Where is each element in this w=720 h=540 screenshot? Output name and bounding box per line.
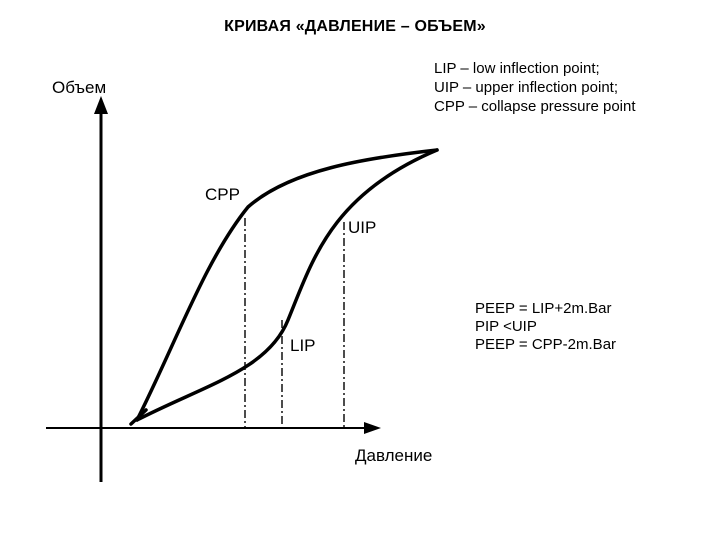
diagram-title: КРИВАЯ «ДАВЛЕНИЕ – ОБЪЕМ» <box>224 18 486 35</box>
legend: LIP – low inflection point; UIP – upper … <box>434 60 636 115</box>
x-axis <box>46 422 381 434</box>
legend-line-lip: LIP – low inflection point; <box>434 60 600 77</box>
deflation-curve <box>135 148 439 422</box>
y-axis-label: Объем <box>52 78 106 97</box>
legend-line-uip: UIP – upper inflection point; <box>434 79 618 96</box>
formulas: PEEP = LIP+2m.Bar PIP <UIP PEEP = CPP-2m… <box>475 300 616 353</box>
y-axis-arrow <box>94 96 108 114</box>
y-axis <box>94 96 108 482</box>
inflation-curve <box>135 148 439 422</box>
x-axis-arrow <box>364 422 381 434</box>
lip-label: LIP <box>290 336 316 355</box>
formula-pip-uip: PIP <UIP <box>475 318 537 335</box>
curve-origin-mark <box>129 408 148 426</box>
legend-line-cpp: CPP – collapse pressure point <box>434 98 636 115</box>
x-axis-label: Давление <box>355 446 432 465</box>
uip-label: UIP <box>348 218 376 237</box>
formula-peep-cpp: PEEP = CPP-2m.Bar <box>475 336 616 353</box>
formula-peep-lip: PEEP = LIP+2m.Bar <box>475 300 611 317</box>
cpp-label: CPP <box>205 185 240 204</box>
